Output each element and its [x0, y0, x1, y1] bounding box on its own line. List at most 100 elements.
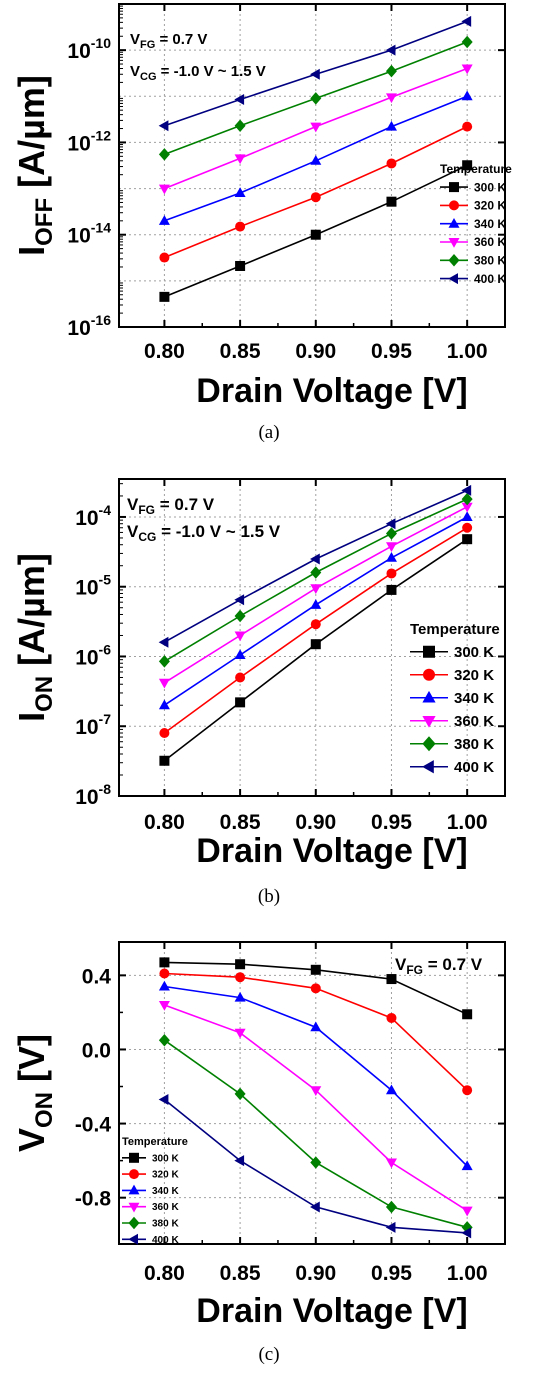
- y-axis-title: IOFF [A/µm]: [11, 75, 58, 256]
- x-tick-label: 0.95: [371, 340, 412, 363]
- data-point: [461, 1206, 473, 1217]
- data-point: [462, 534, 473, 545]
- legend-label: 380 K: [474, 254, 506, 268]
- legend-marker: [422, 715, 436, 728]
- data-point: [310, 639, 321, 650]
- y-tick-label: 0.4: [82, 965, 112, 988]
- data-point: [234, 187, 246, 198]
- legend-marker: [128, 1202, 140, 1213]
- data-point: [234, 1087, 246, 1101]
- data-point: [385, 44, 396, 56]
- legend: Temperature 300 K 320 K 340 K 360 K 380 K 400 …: [122, 1136, 188, 1246]
- legend-label: 300 K: [454, 644, 494, 661]
- data-point: [234, 594, 245, 606]
- data-point: [386, 568, 397, 579]
- legend-title: Temperature: [122, 1136, 188, 1148]
- y-tick-label: 10-6: [75, 641, 111, 669]
- x-tick-label: 0.80: [144, 811, 185, 834]
- series-380-k: [158, 35, 473, 161]
- data-point: [385, 542, 397, 553]
- legend-label: 300 K: [152, 1153, 179, 1164]
- data-point: [234, 1028, 246, 1039]
- data-point: [310, 92, 322, 105]
- x-tick-label: 0.90: [295, 811, 336, 834]
- data-point: [461, 15, 472, 27]
- data-point: [461, 1160, 473, 1171]
- y-axis-title: ION [A/µm]: [11, 553, 58, 722]
- legend-label: 400 K: [474, 272, 506, 286]
- data-point: [310, 619, 321, 630]
- data-point: [385, 120, 397, 131]
- data-point: [310, 983, 321, 994]
- data-point: [159, 755, 170, 766]
- legend-label: 340 K: [474, 217, 506, 231]
- series-320-k: [159, 968, 473, 1096]
- series-300-k: [159, 534, 473, 766]
- legend-marker: [422, 760, 434, 774]
- data-point: [310, 553, 320, 565]
- data-point: [461, 511, 473, 521]
- data-point: [386, 974, 397, 985]
- series-340-k: [158, 90, 473, 225]
- legend-marker: [448, 273, 458, 285]
- data-point: [235, 260, 246, 271]
- data-point: [385, 518, 396, 530]
- data-point: [235, 972, 246, 983]
- data-point: [159, 968, 170, 979]
- legend-marker: [422, 736, 436, 752]
- plot-frame: [118, 941, 506, 1245]
- y-tick-label: 10-14: [67, 220, 111, 248]
- legend: Temperature 300 K 320 K 340 K 360 K 380 K 400 …: [440, 162, 512, 286]
- data-point: [310, 566, 322, 579]
- legend-marker: [448, 238, 460, 248]
- plot-frame: [118, 478, 506, 797]
- annotation: VFG = 0.7 V: [395, 955, 483, 977]
- data-point: [158, 1033, 170, 1047]
- data-point: [234, 1155, 245, 1167]
- data-point: [158, 655, 170, 668]
- data-point: [462, 160, 473, 171]
- y-tick-label: 10-5: [75, 572, 111, 600]
- x-tick-label: 0.90: [295, 340, 336, 363]
- annotation: VCG = -1.0 V ~ 1.5 V: [127, 522, 281, 544]
- data-point: [310, 1086, 322, 1096]
- data-point: [158, 678, 170, 689]
- panel-caption: (a): [258, 422, 279, 443]
- series-380-k: [158, 492, 473, 668]
- data-point: [235, 221, 246, 232]
- x-tick-label: 0.85: [220, 340, 261, 363]
- data-point: [310, 229, 321, 240]
- x-axis-title: Drain Voltage [V]: [196, 1292, 467, 1330]
- data-point: [385, 527, 397, 540]
- y-tick-label: 10-4: [75, 502, 111, 530]
- data-point: [234, 631, 246, 642]
- panel-caption: (b): [258, 886, 280, 907]
- y-tick-label: -0.8: [75, 1188, 112, 1211]
- data-point: [234, 649, 246, 659]
- legend-label: 320 K: [474, 199, 506, 213]
- data-point: [310, 68, 320, 80]
- data-point: [386, 584, 397, 595]
- data-point: [461, 502, 473, 513]
- legend-label: 320 K: [454, 667, 494, 684]
- y-tick-label: 10-7: [75, 711, 111, 739]
- legend-label: 360 K: [454, 713, 494, 730]
- legend-title: Temperature: [410, 621, 500, 638]
- data-point: [310, 1156, 322, 1169]
- y-tick-label: -0.4: [75, 1114, 112, 1137]
- series-300-k: [159, 957, 473, 1020]
- data-point: [158, 184, 170, 195]
- legend-title: Temperature: [440, 162, 512, 176]
- x-tick-label: 0.95: [371, 811, 412, 834]
- data-point: [386, 196, 397, 207]
- data-point: [461, 1227, 472, 1239]
- data-point: [310, 599, 322, 609]
- legend-marker: [129, 1169, 139, 1180]
- data-point: [461, 484, 472, 496]
- x-axis-title: Drain Voltage [V]: [196, 832, 467, 870]
- data-point: [310, 155, 322, 165]
- legend-marker: [128, 1184, 140, 1195]
- legend-marker: [448, 217, 460, 228]
- panel-caption: (c): [258, 1344, 279, 1365]
